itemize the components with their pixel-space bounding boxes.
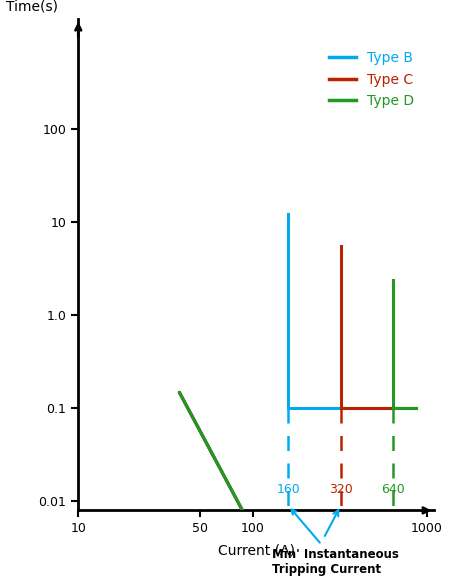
Legend: Type B, Type C, Type D: Type B, Type C, Type D [323,46,420,114]
Text: 160: 160 [276,483,300,496]
Text: Min' Instantaneous
Tripping Current: Min' Instantaneous Tripping Current [273,510,399,576]
X-axis label: Current (A): Current (A) [218,544,295,558]
Text: 640: 640 [381,483,405,496]
Y-axis label: Time(s): Time(s) [6,0,58,14]
Text: 320: 320 [329,483,352,496]
